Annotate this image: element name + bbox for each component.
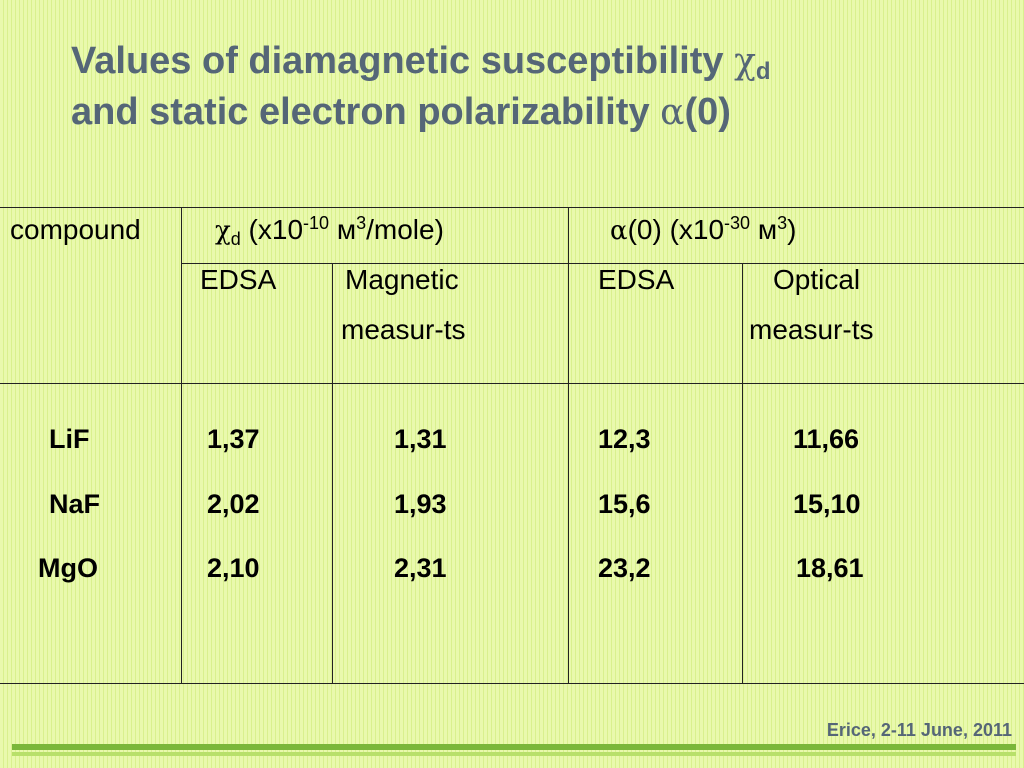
header-alpha-exponent: -30	[724, 213, 751, 233]
footer-bar	[12, 744, 1016, 750]
table-column-divider	[742, 263, 743, 684]
row-alpha-edsa: 12,3	[598, 424, 651, 454]
chi-symbol: χ	[734, 41, 756, 82]
table-subheader-border	[181, 263, 1024, 264]
slide-title-line-2: and static electron polarizability α(0)	[71, 87, 971, 138]
table-top-border	[0, 207, 1024, 208]
header-chi-symbol: χ	[215, 216, 231, 246]
row-chi-magnetic: 1,31	[394, 424, 447, 454]
header-alpha-unit-exponent: 3	[777, 213, 788, 233]
header-chi-unit-tail: /mole)	[366, 214, 444, 245]
title-suffix: (0)	[684, 91, 731, 133]
slide-title-line-1: Values of diamagnetic susceptibility χd	[71, 36, 971, 87]
chi-subscript: d	[755, 58, 771, 85]
header-compound: compound	[10, 214, 141, 245]
title-text-1: Values of diamagnetic susceptibility	[71, 40, 735, 82]
header-alpha-unit-m: м	[750, 214, 778, 245]
row-alpha-edsa: 23,2	[598, 553, 651, 583]
row-alpha-optical: 18,61	[796, 553, 864, 583]
footer-text: Erice, 2-11 June, 2011	[826, 720, 1012, 740]
table-header-bottom-border	[0, 383, 1024, 384]
row-alpha-edsa: 15,6	[598, 489, 651, 519]
table-column-divider	[332, 263, 333, 684]
row-chi-edsa: 2,10	[207, 553, 260, 583]
table-column-divider	[568, 207, 569, 684]
row-alpha-optical: 15,10	[793, 489, 861, 519]
alpha-symbol: α	[660, 92, 685, 133]
subheader-alpha-edsa: EDSA	[598, 264, 675, 295]
header-chi-exponent: -10	[303, 213, 330, 233]
subheader-alpha-optical-2: measur-ts	[749, 314, 874, 345]
header-alpha-unit-tail: )	[787, 214, 797, 245]
subheader-chi-magnetic-1: Magnetic	[345, 264, 459, 295]
row-chi-magnetic: 1,93	[394, 489, 447, 519]
row-compound: LiF	[49, 424, 90, 454]
header-chi-unit-exponent: 3	[356, 213, 367, 233]
header-chi-unit-m: м	[329, 214, 357, 245]
subheader-chi-magnetic-2: measur-ts	[341, 314, 466, 345]
table-column-divider	[181, 207, 182, 684]
row-chi-edsa: 2,02	[207, 489, 260, 519]
row-alpha-optical: 11,66	[793, 424, 860, 454]
header-alpha-symbol: α	[610, 216, 628, 246]
header-chi-subscript: d	[230, 229, 241, 249]
table-bottom-border	[0, 683, 1024, 684]
footer-bar-light	[12, 752, 1016, 756]
row-compound: MgO	[38, 553, 98, 583]
row-compound: NaF	[49, 489, 101, 519]
row-chi-edsa: 1,37	[207, 424, 260, 454]
header-alpha-unit: (0) (x10	[627, 214, 725, 245]
subheader-chi-edsa: EDSA	[200, 264, 277, 295]
row-chi-magnetic: 2,31	[394, 553, 447, 583]
header-chi: χd (x10-10 м3/mole)	[215, 213, 444, 249]
header-chi-unit: (x10	[240, 214, 304, 245]
slide-title: Values of diamagnetic susceptibility χd …	[71, 36, 971, 138]
subheader-alpha-optical-1: Optical	[773, 264, 861, 295]
header-alpha: α(0) (x10-30 м3)	[610, 214, 796, 247]
title-text-2: and static electron polarizability	[71, 91, 661, 133]
